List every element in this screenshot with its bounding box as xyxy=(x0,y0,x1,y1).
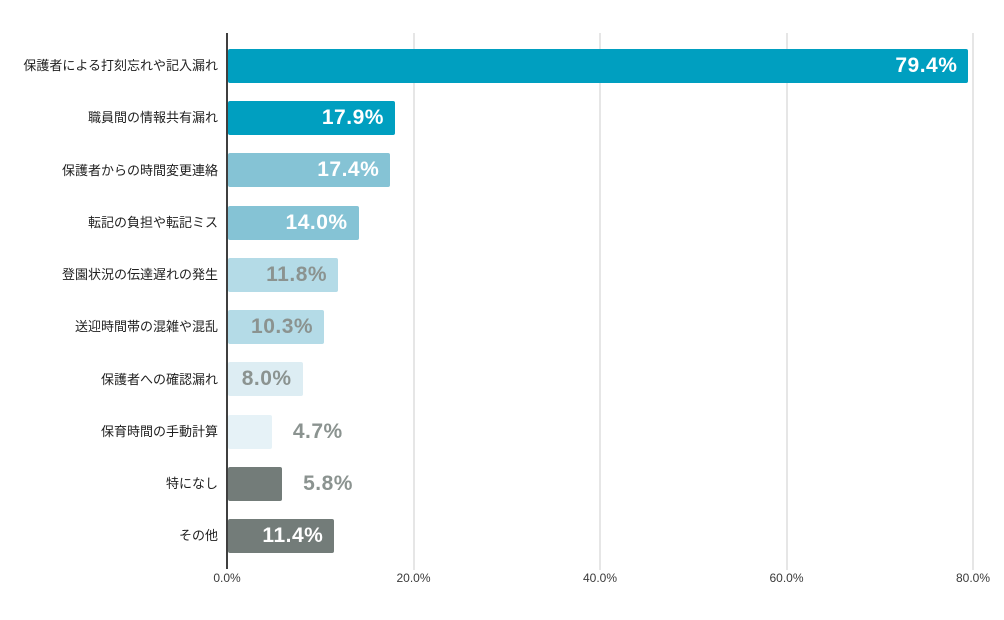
chart-row: 保護者からの時間変更連絡 17.4% xyxy=(10,144,973,196)
bar-track: 11.8% xyxy=(227,257,973,292)
chart-row: 保育時間の手動計算 4.7% xyxy=(10,406,973,458)
category-label: その他 xyxy=(178,528,218,544)
y-axis-line xyxy=(226,33,228,569)
chart-row: 保護者による打刻忘れや記入漏れ 79.4% xyxy=(10,40,973,92)
bar-track: 10.3% xyxy=(227,310,973,345)
bar xyxy=(228,101,395,136)
plot-area: 保護者による打刻忘れや記入漏れ 79.4% 職員間の情報共有漏れ 17.9% 保… xyxy=(10,33,974,570)
gridline xyxy=(413,33,414,570)
bar-track: 5.8% xyxy=(227,466,973,501)
bar-track: 17.4% xyxy=(227,153,973,188)
bar-track: 17.9% xyxy=(227,101,973,136)
category-label: 保護者による打刻忘れや記入漏れ xyxy=(23,58,218,74)
value-label: 8.0% xyxy=(241,367,292,391)
category-label: 登園状況の伝達遅れの発生 xyxy=(61,267,218,283)
bar xyxy=(228,49,969,83)
bar xyxy=(228,310,325,345)
value-label: 11.4% xyxy=(262,523,324,547)
category-label: 職員間の情報共有漏れ xyxy=(87,110,218,126)
x-tick-label: 0.0% xyxy=(213,571,241,585)
value-label: 17.4% xyxy=(317,158,380,182)
gridline xyxy=(599,33,601,570)
bar-track: 8.0% xyxy=(227,362,973,397)
category-label: 特になし xyxy=(165,476,218,491)
bar-track: 11.4% xyxy=(227,518,973,553)
chart-row: その他 11.4% xyxy=(10,510,973,562)
chart-row: 特になし 5.8% xyxy=(10,458,973,510)
chart-row: 転記の負担や転記ミス 14.0% xyxy=(10,197,973,249)
gridline xyxy=(972,33,974,570)
bar xyxy=(228,257,339,292)
value-label: 11.8% xyxy=(266,262,328,286)
bar-track: 4.7% xyxy=(227,414,973,449)
bar xyxy=(228,205,359,240)
chart-row: 送迎時間帯の混雑や混乱 10.3% xyxy=(10,301,973,353)
value-label: 10.3% xyxy=(251,315,314,339)
bar xyxy=(228,414,272,449)
bar-track: 79.4% xyxy=(227,49,973,83)
chart-row: 保護者への確認漏れ 8.0% xyxy=(10,353,973,405)
x-tick-label: 20.0% xyxy=(396,571,431,585)
category-label: 保護者からの時間変更連絡 xyxy=(61,162,218,178)
chart-row: 職員間の情報共有漏れ 17.9% xyxy=(10,92,973,144)
bar-track: 14.0% xyxy=(227,205,973,240)
x-tick-label: 60.0% xyxy=(769,571,804,585)
value-label: 5.8% xyxy=(303,471,353,495)
category-label: 保護者への確認漏れ xyxy=(100,371,218,387)
chart-rows: 保護者による打刻忘れや記入漏れ 79.4% 職員間の情報共有漏れ 17.9% 保… xyxy=(10,33,973,569)
x-tick-label: 80.0% xyxy=(955,571,991,585)
value-label: 17.9% xyxy=(321,106,384,130)
gridline xyxy=(786,33,787,570)
category-label: 送迎時間帯の混雑や混乱 xyxy=(74,319,218,335)
value-label: 4.7% xyxy=(292,419,343,443)
bar xyxy=(228,518,335,553)
category-label: 保育時間の手動計算 xyxy=(100,423,218,439)
chart-row: 登園状況の伝達遅れの発生 11.8% xyxy=(10,249,973,301)
gridlines xyxy=(227,33,974,570)
x-axis: 0.0% 20.0% 40.0% 60.0% 80.0% xyxy=(10,571,990,591)
bar xyxy=(228,153,391,188)
category-label: 転記の負担や転記ミス xyxy=(87,214,218,230)
value-label: 79.4% xyxy=(895,54,958,77)
bar xyxy=(228,362,303,397)
value-label: 14.0% xyxy=(285,210,348,234)
bar xyxy=(228,466,283,501)
x-tick-label: 40.0% xyxy=(582,571,618,585)
